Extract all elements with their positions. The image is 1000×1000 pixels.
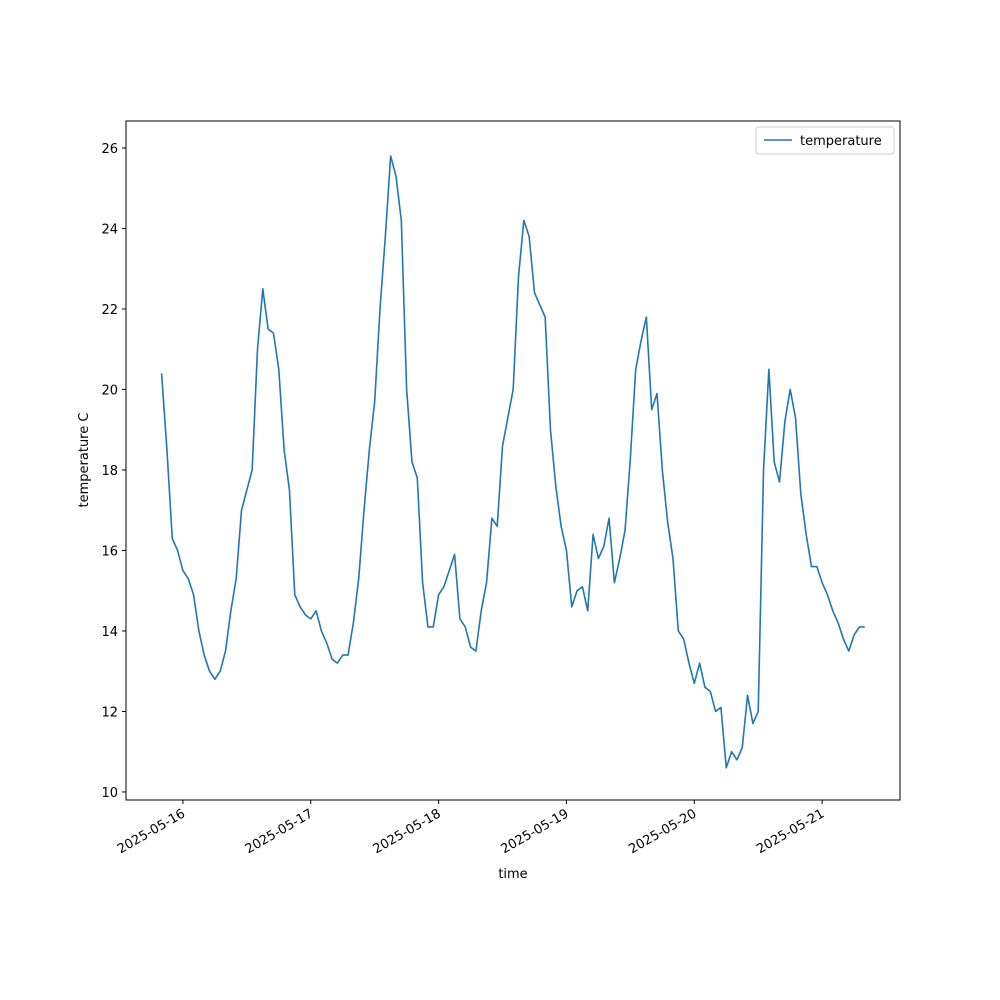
legend-label: temperature <box>800 134 882 149</box>
y-tick-label: 14 <box>101 625 118 640</box>
x-tick-label: 2025-05-21 <box>754 806 827 857</box>
y-tick-label: 24 <box>101 222 118 237</box>
y-tick-label: 16 <box>101 544 118 559</box>
y-tick-label: 10 <box>101 786 118 801</box>
x-tick-label: 2025-05-19 <box>499 806 572 857</box>
temperature-line <box>160 155 865 769</box>
legend-box <box>755 126 895 155</box>
plot-frame <box>125 120 901 801</box>
y-tick-label: 22 <box>101 303 118 318</box>
y-tick-label: 18 <box>101 464 118 479</box>
x-tick-label: 2025-05-16 <box>115 806 188 857</box>
y-tick-label: 20 <box>101 383 118 398</box>
x-axis-label: time <box>498 867 527 882</box>
y-axis-label: temperature C <box>77 413 92 508</box>
x-tick-label: 2025-05-20 <box>626 806 699 857</box>
x-tick-label: 2025-05-17 <box>243 806 316 857</box>
y-tick-label: 12 <box>101 705 118 720</box>
x-tick-label: 2025-05-18 <box>371 806 444 857</box>
y-tick-label: 26 <box>101 142 118 157</box>
